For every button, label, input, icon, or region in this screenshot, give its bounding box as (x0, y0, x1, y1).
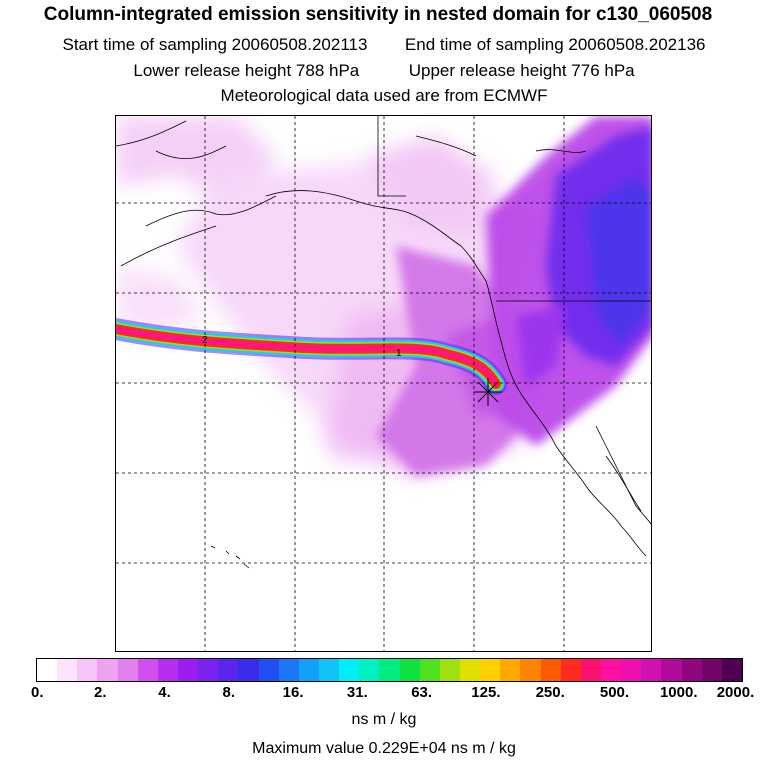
end-time-label: End time of sampling 20060508.202136 (404, 35, 706, 54)
colorbar-tick-label: 1000. (659, 684, 698, 701)
colorbar (36, 658, 743, 682)
start-time-label: Start time of sampling 20060508.202113 (62, 35, 368, 54)
coastlines (116, 116, 651, 569)
colorbar-swatch (641, 659, 662, 681)
colorbar-tick-label: 8. (222, 684, 236, 701)
colorbar-swatch (701, 659, 722, 681)
colorbar-swatch (298, 659, 319, 681)
map-canvas: 2 1 (116, 116, 651, 651)
colorbar-tick-label: 63. (411, 684, 433, 701)
colorbar-tick-label: 31. (346, 684, 368, 701)
colorbar-swatch (721, 659, 742, 681)
emission-plume (116, 318, 507, 395)
colorbar-swatch (117, 659, 138, 681)
colorbar-tick-label: 125. (471, 684, 501, 701)
colorbar-swatch (238, 659, 259, 681)
colorbar-swatch (520, 659, 541, 681)
colorbar-swatch (439, 659, 460, 681)
colorbar-swatch (318, 659, 340, 681)
colorbar-swatch (560, 659, 581, 681)
colorbar-swatch (540, 659, 561, 681)
colorbar-swatch (177, 659, 199, 681)
colorbar-swatch (661, 659, 682, 681)
release-height-row: Lower release height 788 hPa Upper relea… (0, 61, 768, 81)
colorbar-tick-label: 2000. (716, 684, 755, 701)
release-point-marker (474, 378, 502, 406)
colorbar-swatch (258, 659, 279, 681)
colorbar-swatch (399, 659, 420, 681)
colorbar-tick-label: 500. (599, 684, 630, 701)
colorbar-swatch (580, 659, 601, 681)
colorbar-swatch (97, 659, 118, 681)
upper-release-label: Upper release height 776 hPa (408, 61, 635, 80)
colorbar-swatch (359, 659, 380, 681)
colorbar-swatch (459, 659, 481, 681)
sensitivity-field-strong (516, 126, 651, 386)
plume-marker-1: 1 (396, 348, 402, 359)
colorbar-swatch (137, 659, 158, 681)
colorbar-swatch (500, 659, 521, 681)
lower-release-label: Lower release height 788 hPa (133, 61, 360, 80)
colorbar-tick-label: 4. (158, 684, 171, 701)
colorbar-swatch (77, 659, 98, 681)
colorbar-tick-label: 16. (282, 684, 304, 701)
colorbar-swatch (37, 659, 58, 681)
colorbar-ticks: 0. 2. 4. 8. 16. 31. 63. 125. 250. 500. 1000. 2000. (0, 684, 768, 704)
plume-marker-2: 2 (202, 335, 208, 346)
colorbar-swatch (57, 659, 78, 681)
max-value-label: Maximum value 0.229E+04 ns m / kg (252, 740, 516, 757)
colorbar-swatch (600, 659, 622, 681)
colorbar-swatch (157, 659, 178, 681)
colorbar-swatch (480, 659, 501, 681)
colorbar-swatch (339, 659, 360, 681)
colorbar-units: ns m / kg (351, 711, 417, 728)
colorbar-swatch (419, 659, 440, 681)
colorbar-swatch (379, 659, 400, 681)
sampling-time-row: Start time of sampling 20060508.202113 E… (0, 35, 768, 55)
colorbar-swatch (198, 659, 219, 681)
sensitivity-map: 2 1 (115, 115, 652, 652)
colorbar-swatch (621, 659, 642, 681)
colorbar-swatch (278, 659, 299, 681)
colorbar-swatch (218, 659, 239, 681)
colorbar-swatch (681, 659, 702, 681)
colorbar-tick-label: 2. (94, 684, 107, 701)
met-data-label: Meteorological data used are from ECMWF (220, 86, 548, 105)
colorbar-tick-label: 0. (30, 684, 44, 701)
colorbar-tick-label: 250. (535, 684, 565, 701)
figure-title: Column-integrated emission sensitivity i… (43, 4, 713, 25)
